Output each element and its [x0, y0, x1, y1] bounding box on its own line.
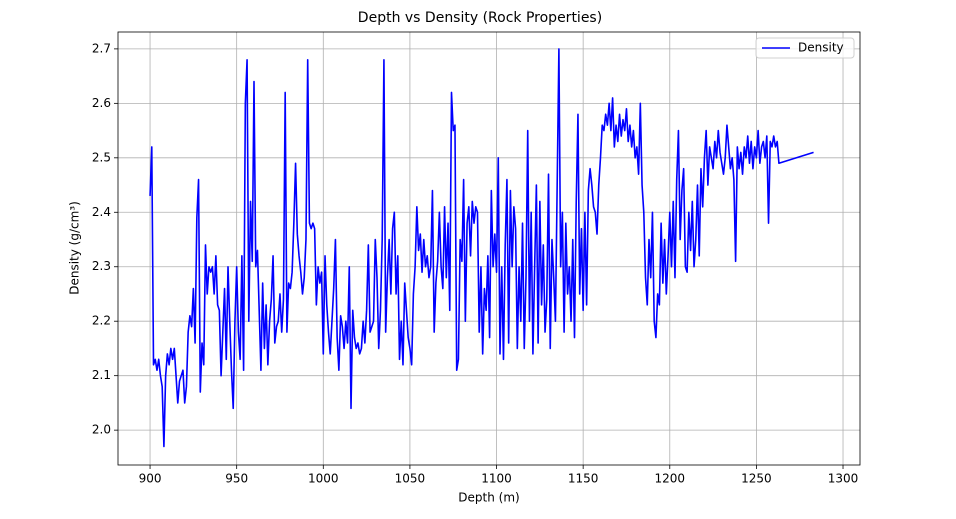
y-tick-label: 2.2 [92, 314, 111, 328]
plot-frame [117, 31, 861, 466]
legend: Density [755, 37, 855, 59]
y-tick-label: 2.4 [92, 205, 111, 219]
x-tick-label: 1000 [308, 472, 339, 486]
data-line [149, 48, 814, 448]
chart-title: Depth vs Density (Rock Properties) [358, 10, 602, 26]
x-tick-label: 1050 [395, 472, 426, 486]
y-axis-label: Density (g/cm³) [68, 201, 82, 295]
y-tick-label: 2.6 [92, 96, 111, 110]
y-tick-label: 2.0 [92, 423, 111, 437]
x-tick-label: 950 [225, 472, 248, 486]
y-tick-label: 2.1 [92, 368, 111, 382]
legend-box [755, 37, 855, 59]
x-tick-label: 1200 [655, 472, 686, 486]
y-tick-label: 2.5 [92, 150, 111, 164]
x-axis-label: Depth (m) [458, 491, 519, 505]
y-tick-label: 2.3 [92, 259, 111, 273]
x-tick-label: 1250 [741, 472, 772, 486]
x-tick-label: 1150 [568, 472, 599, 486]
y-tick-label: 2.7 [92, 41, 111, 55]
x-tick-label: 1300 [828, 472, 859, 486]
legend-label: Density [798, 41, 844, 55]
x-tick-label: 900 [139, 472, 162, 486]
x-tick-label: 1100 [481, 472, 512, 486]
